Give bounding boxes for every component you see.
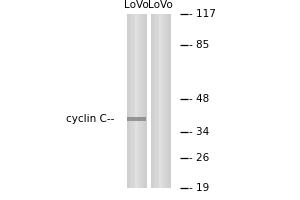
Bar <box>158 14 159 188</box>
Bar <box>168 14 169 188</box>
Bar <box>169 14 170 188</box>
Bar <box>129 14 130 188</box>
Bar <box>157 14 158 188</box>
Bar <box>167 14 168 188</box>
Text: - 117: - 117 <box>189 9 216 19</box>
Bar <box>129 14 130 188</box>
Bar <box>155 14 156 188</box>
Bar <box>131 14 132 188</box>
Bar <box>139 14 140 188</box>
Bar <box>137 14 138 188</box>
Bar <box>162 14 163 188</box>
Bar <box>164 14 165 188</box>
Text: - 19: - 19 <box>189 183 209 193</box>
Bar <box>157 14 158 188</box>
Bar <box>140 14 141 188</box>
Bar <box>144 14 145 188</box>
Bar <box>130 14 131 188</box>
Bar <box>163 14 164 188</box>
Bar <box>163 14 164 188</box>
Bar <box>133 14 134 188</box>
Bar <box>160 14 161 188</box>
Text: - 26: - 26 <box>189 153 209 163</box>
Text: LoVo: LoVo <box>148 0 173 10</box>
Text: LoVo: LoVo <box>124 0 149 10</box>
Bar <box>136 14 137 188</box>
Bar <box>138 14 139 188</box>
Bar <box>136 14 137 188</box>
Bar <box>161 14 162 188</box>
Bar <box>151 14 152 188</box>
Text: cyclin C--: cyclin C-- <box>66 114 114 124</box>
Bar <box>139 14 140 188</box>
Bar <box>142 14 143 188</box>
Bar <box>166 14 167 188</box>
Bar <box>139 14 140 188</box>
Bar <box>135 14 136 188</box>
Bar <box>135 14 136 188</box>
Bar <box>165 14 166 188</box>
Bar <box>127 14 128 188</box>
Text: - 85: - 85 <box>189 40 209 50</box>
Bar <box>134 14 135 188</box>
Bar <box>133 14 134 188</box>
Bar <box>127 117 146 121</box>
Bar <box>140 14 141 188</box>
Bar <box>153 14 154 188</box>
Bar <box>157 14 158 188</box>
Bar <box>160 14 161 188</box>
Bar <box>155 14 156 188</box>
Text: - 48: - 48 <box>189 94 209 104</box>
Bar <box>169 14 170 188</box>
Bar <box>143 14 144 188</box>
Bar <box>159 14 160 188</box>
Bar <box>128 14 129 188</box>
Bar <box>141 14 142 188</box>
Bar <box>133 14 134 188</box>
Bar <box>152 14 153 188</box>
Bar <box>164 14 165 188</box>
Bar <box>168 14 169 188</box>
Bar <box>131 14 132 188</box>
Bar <box>154 14 155 188</box>
Bar <box>163 14 164 188</box>
Bar <box>145 14 146 188</box>
Text: - 34: - 34 <box>189 127 209 137</box>
Bar <box>132 14 133 188</box>
Bar <box>156 14 157 188</box>
Bar <box>144 14 145 188</box>
Bar <box>142 14 143 188</box>
Bar <box>159 14 160 188</box>
Bar <box>153 14 154 188</box>
